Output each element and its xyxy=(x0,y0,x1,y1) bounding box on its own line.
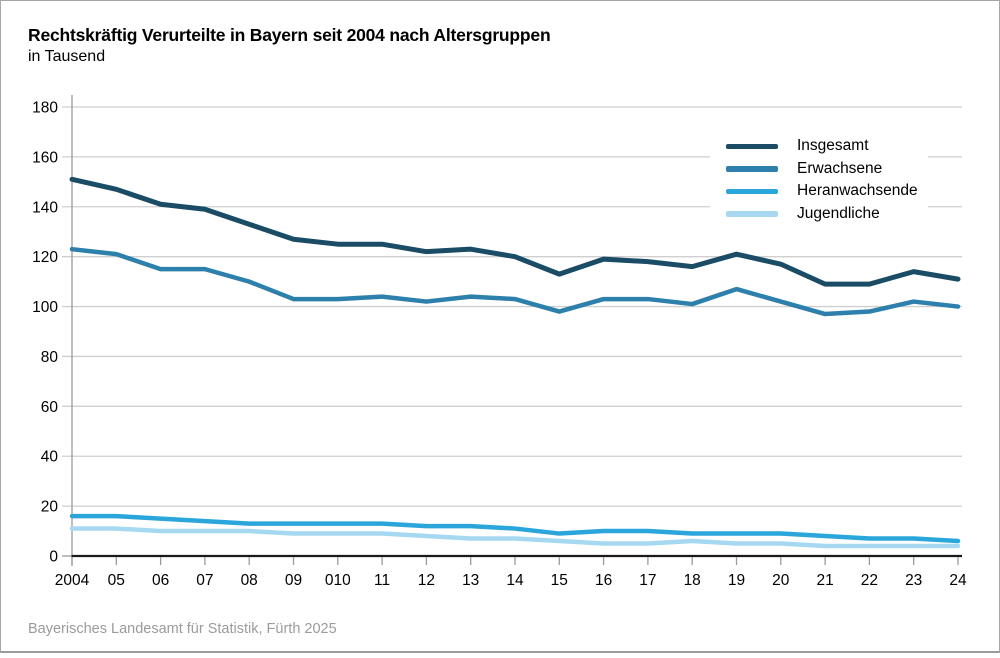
x-tick-label: 15 xyxy=(551,572,568,589)
x-tick-label: 23 xyxy=(905,572,922,589)
x-tick-label: 07 xyxy=(196,572,213,589)
y-tick-label: 0 xyxy=(49,549,58,566)
y-tick-label: 40 xyxy=(41,449,59,466)
x-tick-label: 010 xyxy=(325,572,351,589)
x-tick-label: 2004 xyxy=(55,572,90,589)
x-tick-label: 17 xyxy=(639,572,656,589)
legend-item-insgesamt: Insgesamt xyxy=(726,135,918,158)
x-tick-label: 14 xyxy=(506,572,524,589)
x-tick-label: 22 xyxy=(861,572,878,589)
legend-item-heranwachsende: Heranwachsende xyxy=(726,180,918,203)
legend-label: Jugendliche xyxy=(797,204,880,222)
x-tick-label: 21 xyxy=(816,572,833,589)
y-tick-label: 60 xyxy=(41,399,59,416)
x-tick-label: 05 xyxy=(108,572,125,589)
x-tick-label: 16 xyxy=(595,572,612,589)
chart-legend: Insgesamt Erwachsene Heranwachsende Jugendl… xyxy=(710,131,928,231)
x-tick-label: 19 xyxy=(728,572,745,589)
chart-title: Rechtskräftig Verurteilte in Bayern seit… xyxy=(28,25,551,45)
y-tick-label: 180 xyxy=(32,100,58,117)
series-line-jugendliche xyxy=(69,526,961,549)
series-line-erwachsene xyxy=(69,246,961,317)
title-block: Rechtskräftig Verurteilte in Bayern seit… xyxy=(28,24,551,67)
x-tick-label: 12 xyxy=(418,572,435,589)
x-tick-label: 11 xyxy=(374,572,390,589)
x-tick-label: 09 xyxy=(285,572,302,589)
x-tick-label: 24 xyxy=(949,572,967,589)
legend-label: Erwachsene xyxy=(797,159,883,177)
legend-swatch-jugendliche xyxy=(726,211,778,217)
legend-label: Insgesamt xyxy=(797,137,869,155)
y-tick-label: 80 xyxy=(41,349,59,366)
legend-item-erwachsene: Erwachsene xyxy=(726,158,918,181)
series-line-heranwachsende xyxy=(69,513,961,544)
x-tick-label: 13 xyxy=(462,572,479,589)
y-tick-label: 120 xyxy=(32,249,58,266)
y-tick-label: 140 xyxy=(32,199,58,216)
legend-swatch-erwachsene xyxy=(726,166,778,172)
source-credit: Bayerisches Landesamt für Statistik, Für… xyxy=(28,621,337,637)
x-tick-label: 18 xyxy=(684,572,701,589)
x-tick-label: 06 xyxy=(152,572,169,589)
y-tick-label: 160 xyxy=(32,149,58,166)
legend-swatch-insgesamt xyxy=(726,143,778,149)
y-tick-label: 100 xyxy=(32,299,58,316)
y-tick-label: 20 xyxy=(41,499,59,516)
series-line-insgesamt xyxy=(69,176,961,287)
chart-subtitle: in Tausend xyxy=(28,48,106,65)
legend-item-jugendliche: Jugendliche xyxy=(726,203,918,226)
x-tick-label: 20 xyxy=(772,572,790,589)
x-tick-label: 08 xyxy=(241,572,258,589)
legend-swatch-heranwachsende xyxy=(726,188,778,194)
legend-label: Heranwachsende xyxy=(797,182,918,200)
